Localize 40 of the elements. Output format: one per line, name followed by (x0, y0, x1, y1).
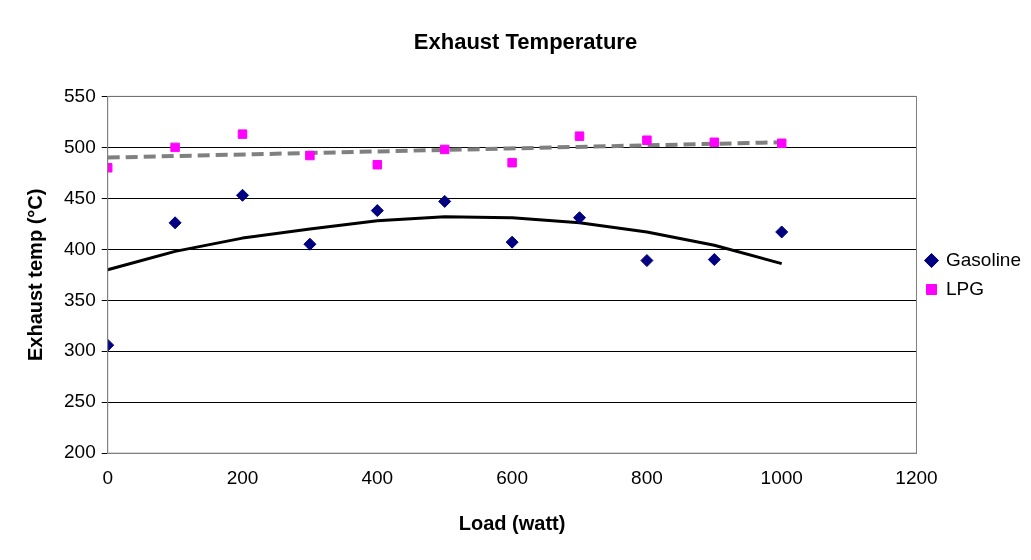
x-tick-label: 1200 (895, 466, 938, 488)
y-tick-label: 200 (64, 441, 96, 463)
point (370, 204, 384, 218)
point (709, 137, 720, 148)
point (640, 254, 654, 268)
point (236, 188, 249, 202)
point (372, 159, 383, 170)
y-tick-label: 300 (64, 339, 96, 361)
point (776, 138, 787, 149)
point (775, 225, 789, 239)
point (170, 142, 180, 153)
point (439, 144, 450, 155)
point (507, 157, 517, 168)
point (573, 211, 587, 225)
point (303, 237, 317, 251)
x-tick-label: 800 (631, 466, 663, 488)
x-axis-title: Load (watt) (458, 511, 566, 534)
point (574, 131, 585, 141)
x-tick-label: 1000 (760, 466, 803, 488)
x-tick-label: 600 (496, 466, 528, 488)
x-tick-label: 0 (102, 466, 113, 488)
y-tick-label: 550 (64, 84, 96, 106)
y-axis-title: Exhaust temp (°C) (23, 188, 46, 362)
chart-title: Exhaust Temperature (413, 29, 638, 55)
y-tick-label: 350 (64, 288, 96, 310)
legend-label: Gasoline (946, 248, 1022, 270)
x-tick-label: 200 (226, 466, 259, 488)
point (642, 135, 652, 145)
point (438, 194, 452, 208)
legend-label: LPG (946, 277, 985, 299)
point (168, 216, 182, 230)
point (237, 129, 248, 139)
y-tick-label: 400 (64, 237, 96, 259)
y-tick-label: 250 (64, 390, 96, 412)
point (707, 253, 721, 267)
y-tick-label: 450 (64, 186, 96, 208)
point (505, 235, 519, 249)
y-tick-label: 500 (64, 135, 96, 157)
point (305, 150, 315, 161)
x-tick-label: 400 (361, 466, 394, 488)
